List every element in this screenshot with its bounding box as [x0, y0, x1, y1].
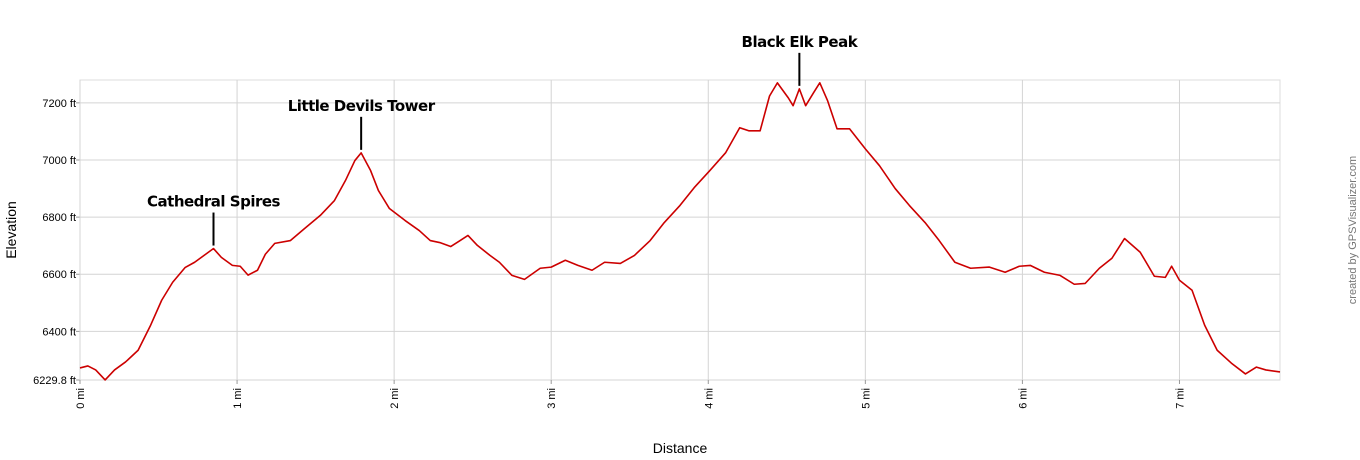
x-tick-label: 3 mi [546, 388, 558, 409]
y-axis-title: Elevation [3, 201, 19, 259]
y-tick-label: 6600 ft [42, 269, 76, 281]
x-axis-title: Distance [653, 440, 708, 456]
x-tick-label: 5 mi [860, 388, 872, 409]
x-tick-label: 4 mi [703, 388, 715, 409]
annotation: Cathedral Spires [147, 193, 281, 211]
annotation: Black Elk Peak [742, 33, 859, 51]
y-tick-label: 6229.8 ft [33, 375, 76, 387]
x-tick-label: 2 mi [389, 388, 401, 409]
y-tick-label: 7200 ft [42, 98, 76, 110]
annotation: Little Devils Tower [288, 97, 436, 115]
x-tick-label: 1 mi [232, 388, 244, 409]
y-tick-label: 7000 ft [42, 155, 76, 167]
y-tick-label: 6400 ft [42, 326, 76, 338]
y-tick-label: 6800 ft [42, 212, 76, 224]
x-tick-label: 7 mi [1174, 388, 1186, 409]
x-tick-label: 6 mi [1017, 388, 1029, 409]
credit: created by GPSVisualizer.com [1347, 156, 1359, 304]
elevation-line [79, 82, 1281, 381]
plot-area [79, 79, 1281, 381]
x-tick-label: 0 mi [75, 388, 87, 409]
